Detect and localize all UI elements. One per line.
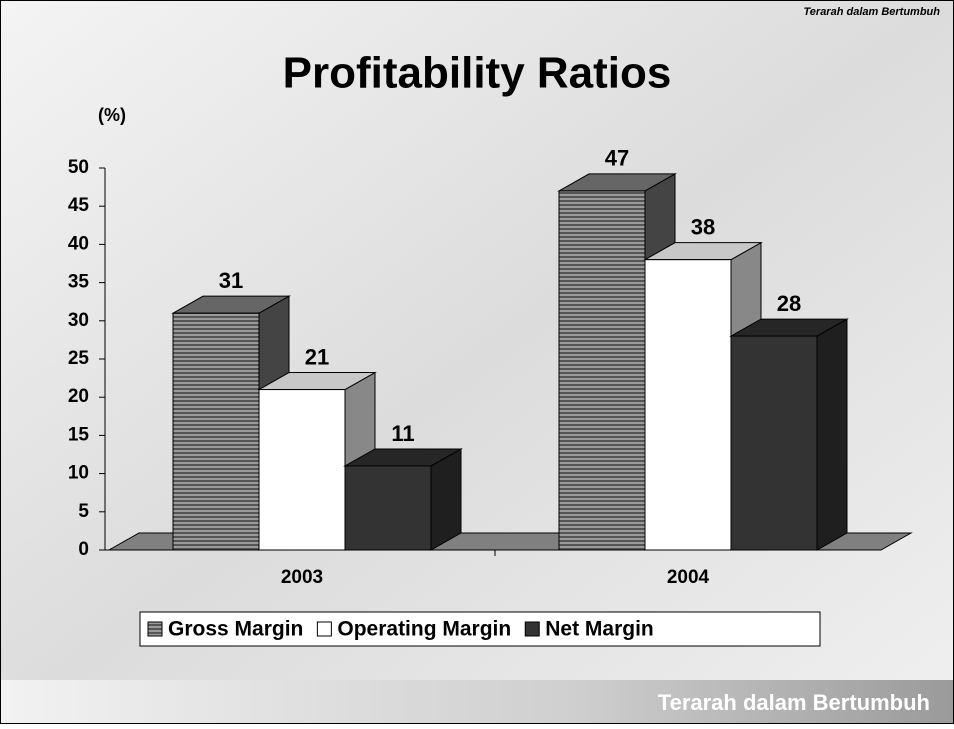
value-label: 28: [777, 291, 801, 316]
header-tagline: Terarah dalam Bertumbuh: [803, 6, 940, 18]
legend-swatch: [317, 622, 331, 636]
y-tick-label: 45: [68, 195, 90, 216]
y-tick-label: 5: [78, 501, 89, 522]
x-tick-label: 2003: [281, 567, 323, 588]
y-tick-label: 35: [68, 272, 90, 293]
y-tick-label: 25: [68, 348, 90, 369]
y-tick-label: 40: [68, 233, 89, 254]
y-tick-label: 50: [68, 157, 89, 178]
value-label: 11: [391, 421, 414, 446]
y-tick-label: 20: [68, 386, 89, 407]
bar: [731, 336, 817, 550]
legend-label: Net Margin: [545, 618, 654, 641]
y-tick-label: 30: [68, 310, 89, 331]
y-tick-label: 10: [68, 463, 89, 484]
y-axis-label: (%): [98, 105, 126, 125]
legend-label: Gross Margin: [168, 618, 303, 641]
bar-side: [817, 319, 847, 550]
x-tick-label: 2004: [667, 567, 710, 588]
legend-swatch: [148, 622, 162, 636]
y-tick-label: 15: [68, 424, 90, 445]
bar: [173, 313, 259, 550]
legend-swatch: [525, 622, 539, 636]
page: {"tagline": "Terarah dalam Bertumbuh", "…: [0, 0, 954, 724]
value-label: 31: [219, 268, 243, 293]
bar: [345, 466, 431, 550]
footer-tagline: Terarah dalam Bertumbuh: [658, 690, 930, 715]
y-tick-label: 0: [78, 539, 89, 560]
value-label: 38: [691, 214, 715, 239]
bar: [645, 260, 731, 550]
bar: [559, 191, 645, 550]
legend-label: Operating Margin: [337, 618, 511, 641]
bar-side: [431, 449, 461, 550]
value-label: 47: [605, 146, 629, 171]
bar: [259, 390, 345, 550]
chart-title: Profitability Ratios: [283, 49, 672, 98]
slide: Terarah dalam Bertumbuh Terarah dalam Be…: [0, 0, 954, 724]
value-label: 21: [305, 344, 329, 369]
